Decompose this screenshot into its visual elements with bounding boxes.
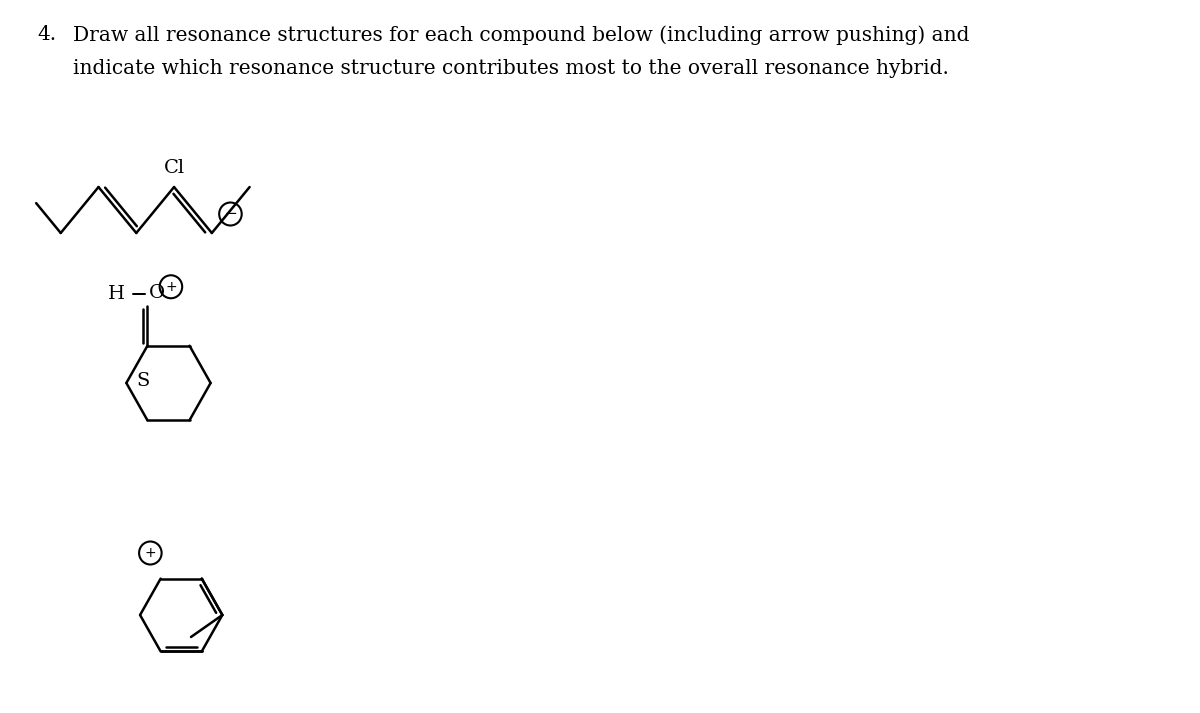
Text: Cl: Cl <box>163 159 185 177</box>
Text: Draw all resonance structures for each compound below (including arrow pushing) : Draw all resonance structures for each c… <box>73 25 970 45</box>
Text: +: + <box>144 546 156 560</box>
Text: indicate which resonance structure contributes most to the overall resonance hyb: indicate which resonance structure contr… <box>73 59 949 78</box>
Text: S: S <box>136 372 149 390</box>
Text: H: H <box>108 284 125 303</box>
Text: −: − <box>224 207 236 222</box>
Text: +: + <box>166 279 176 294</box>
Text: 4.: 4. <box>37 25 56 44</box>
Text: O: O <box>149 284 166 302</box>
